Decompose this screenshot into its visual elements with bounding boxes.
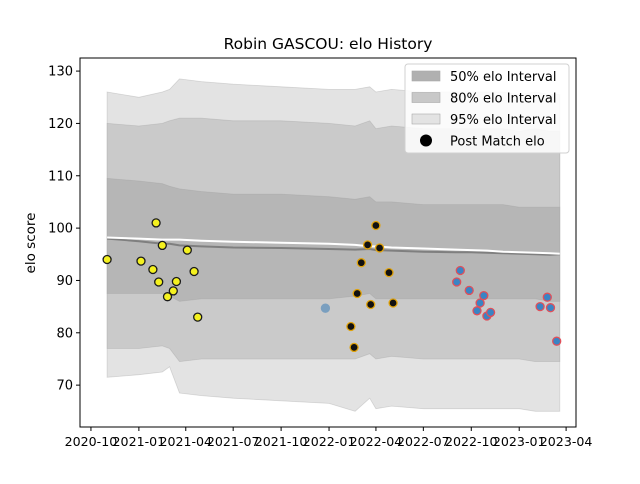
data-point: [545, 303, 556, 313]
data-point: [346, 321, 356, 332]
data-point: [349, 342, 359, 353]
plot-points: [102, 218, 562, 353]
y-tick-label: 100: [48, 222, 73, 237]
y-axis-label: elo score: [23, 213, 39, 274]
x-tick-label: 2023-01: [493, 434, 546, 449]
data-point: [535, 301, 545, 312]
y-tick-label: 90: [56, 274, 73, 289]
plot-bands: [106, 78, 561, 412]
legend-box: [404, 63, 570, 154]
data-point: [193, 312, 203, 322]
data-point: [384, 267, 394, 278]
band-50-interval: [106, 177, 561, 302]
upper-elo-line: [107, 236, 560, 255]
data-point: [366, 299, 376, 310]
data-point: [102, 254, 112, 265]
plot-lines: [107, 236, 560, 256]
data-point: [371, 220, 381, 231]
x-tick-label: 2021-07: [207, 434, 260, 449]
legend: 50% elo Interval 80% elo Interval 95% elo …: [404, 63, 570, 154]
y-tick-label: 110: [48, 169, 73, 184]
data-point: [452, 277, 462, 287]
data-point: [485, 307, 496, 318]
data-point: [464, 285, 474, 296]
data-point: [136, 256, 146, 266]
data-point: [388, 298, 398, 308]
data-point: [362, 240, 373, 250]
legend-label: Post Match elo: [450, 135, 545, 150]
data-point: [479, 290, 489, 301]
data-point: [472, 306, 482, 316]
x-tick-label: 2020-10: [65, 434, 118, 449]
x-axis: 2020-102021-012021-042021-072021-102022-…: [65, 427, 593, 449]
x-tick-label: 2022-04: [350, 434, 403, 449]
data-point: [374, 243, 385, 253]
data-point: [154, 277, 164, 287]
legend-swatch: [411, 92, 441, 103]
y-axis: 70 80 90 100 110 120 130: [48, 65, 80, 394]
axes-frame: [79, 57, 577, 428]
x-tick-label: 2021-10: [255, 434, 308, 449]
plot-frame: [79, 57, 577, 428]
legend-marker: [420, 134, 432, 147]
y-tick-label: 80: [56, 326, 73, 341]
legend-swatch: [411, 70, 441, 82]
data-point: [171, 276, 182, 287]
mean-elo-line: [107, 237, 560, 256]
y-tick-label: 120: [48, 117, 73, 132]
data-point: [162, 292, 173, 302]
data-point: [455, 265, 465, 276]
data-point: [352, 288, 362, 299]
x-tick-label: 2022-10: [445, 434, 498, 449]
data-point: [148, 264, 158, 275]
x-tick-label: 2022-01: [303, 434, 356, 449]
legend-label: 50% elo Interval: [450, 70, 557, 85]
data-point: [168, 286, 178, 296]
legend-label: 95% elo Interval: [450, 113, 557, 128]
x-tick-label: 2023-04: [540, 434, 593, 449]
x-tick-label: 2021-01: [113, 434, 166, 449]
legend-swatch: [411, 113, 441, 125]
data-point: [475, 298, 485, 308]
chart-title: Robin GASCOU: elo History: [224, 35, 433, 53]
y-tick-label: 70: [56, 379, 73, 394]
data-point: [320, 303, 331, 313]
data-point: [552, 336, 562, 346]
data-point: [157, 240, 167, 251]
data-point: [542, 292, 552, 302]
x-tick-label: 2021-04: [159, 434, 212, 449]
legend-label: 80% elo Interval: [450, 92, 557, 107]
data-point: [356, 258, 366, 268]
data-point: [151, 218, 161, 228]
x-tick-label: 2022-07: [397, 434, 450, 449]
y-tick-label: 130: [48, 65, 73, 80]
data-point: [189, 266, 199, 277]
data-point: [182, 245, 192, 255]
